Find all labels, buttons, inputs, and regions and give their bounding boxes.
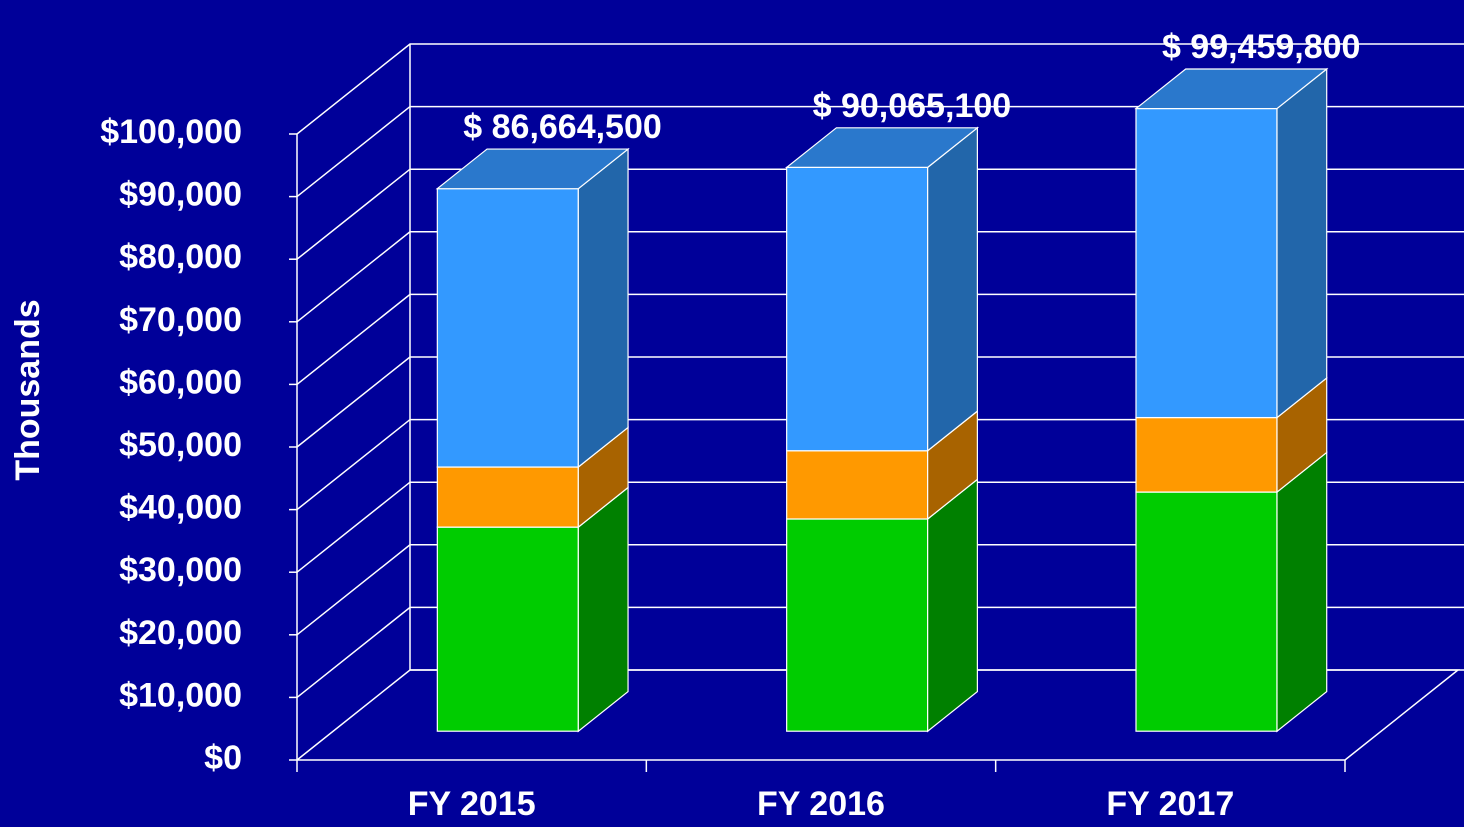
bar-top [435,148,630,190]
data-label: $ 86,664,500 [463,108,662,146]
y-tick-label: $30,000 [119,551,242,589]
grid-line [296,168,1464,260]
y-tick-label: $0 [204,739,242,777]
y-tick-label: $100,000 [100,113,242,151]
data-label: $ 99,459,800 [1162,28,1361,66]
y-tick-label: $60,000 [119,363,242,401]
y-tick-label: $20,000 [119,614,242,652]
grid-line [296,43,1464,135]
bar-segment [786,166,929,452]
y-tick-label: $70,000 [119,301,242,339]
grid-line [296,231,1464,323]
y-tick-label: $10,000 [119,676,242,714]
grid-line [296,544,1464,636]
grid-line [296,356,1464,448]
grid-line [296,105,1464,198]
bar-side [1276,451,1328,733]
x-tick-label: FY 2015 [408,785,536,823]
x-tick-label: FY 2017 [1106,785,1234,823]
y-axis-title: Thousands [9,299,47,480]
bar-side [577,486,629,733]
bar-segment [786,518,929,732]
bar-segment [786,450,929,520]
bar-segment [436,188,579,468]
bar-side [927,126,978,452]
bar-segment [1135,107,1278,419]
bar-segment [1135,491,1278,732]
grid-line [296,481,1464,573]
y-tick-label: $40,000 [119,489,242,527]
y-tick-label: $50,000 [119,426,242,464]
y-tick-label: $80,000 [119,238,242,276]
grid-line [296,669,1464,761]
bar-side [577,147,629,469]
y-tick-label: $90,000 [119,176,242,214]
bar-side [1276,67,1328,419]
bar-top [784,127,980,168]
grid-line [296,293,1464,385]
bar-top [1134,68,1329,110]
grid-line [296,606,1464,698]
data-label: $ 90,065,100 [813,87,1012,125]
grid-line [296,418,1464,511]
bar-side [927,478,978,733]
bar-segment [1135,416,1278,493]
bar-segment [436,466,579,528]
x-tick-label: FY 2016 [757,785,885,823]
bar-segment [436,526,579,732]
